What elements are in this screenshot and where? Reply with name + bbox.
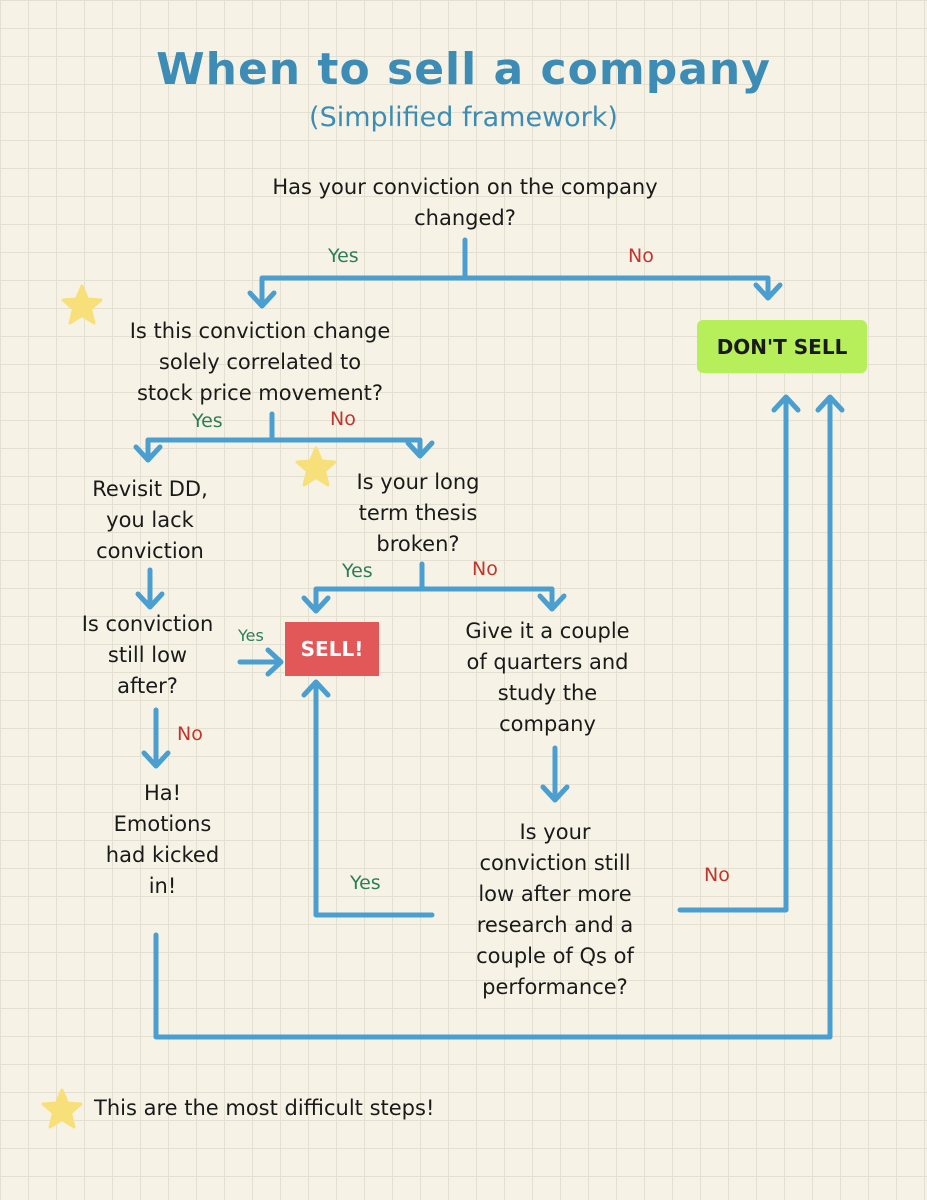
edge-label-q4-yes: Yes xyxy=(238,626,264,645)
node-conviction-changed: Has your conviction on the company chang… xyxy=(272,175,658,230)
star-icon xyxy=(61,284,103,325)
edge-label-q2-yes: Yes xyxy=(192,410,223,432)
legend-text: This are the most difficult steps! xyxy=(94,1096,435,1120)
edge-label-q3-yes: Yes xyxy=(342,560,373,582)
edge-label-q3-no: No xyxy=(472,558,498,580)
legend-star-icon xyxy=(41,1088,83,1129)
edge-label-q4-no: No xyxy=(177,723,203,745)
edge-label-q1-no: No xyxy=(628,245,654,267)
diagram-title: When to sell a company xyxy=(156,44,771,95)
edge-label-q5-no: No xyxy=(704,864,730,886)
node-price-correlated: Is this conviction change solely correla… xyxy=(129,319,391,405)
diagram-subtitle: (Simplified framework) xyxy=(309,102,618,133)
node-thesis-broken: Is your long term thesis broken? xyxy=(356,470,480,556)
dont-sell-box: DON'T SELL xyxy=(697,320,867,373)
node-conviction-after-research: Is your conviction still low after more … xyxy=(476,820,634,999)
node-revisit-dd: Revisit DD, you lack conviction xyxy=(92,477,208,563)
edge-label-q2-no: No xyxy=(330,408,356,430)
node-give-time: Give it a couple of quarters and study t… xyxy=(465,619,630,736)
edge-label-q1-yes: Yes xyxy=(328,245,359,267)
sell-box: SELL! xyxy=(285,622,379,676)
node-conviction-low-after: Is conviction still low after? xyxy=(81,612,214,698)
edge-label-q5-yes: Yes xyxy=(350,872,381,894)
node-emotions: Ha! Emotions had kicked in! xyxy=(105,781,220,898)
star-icon xyxy=(295,446,337,487)
